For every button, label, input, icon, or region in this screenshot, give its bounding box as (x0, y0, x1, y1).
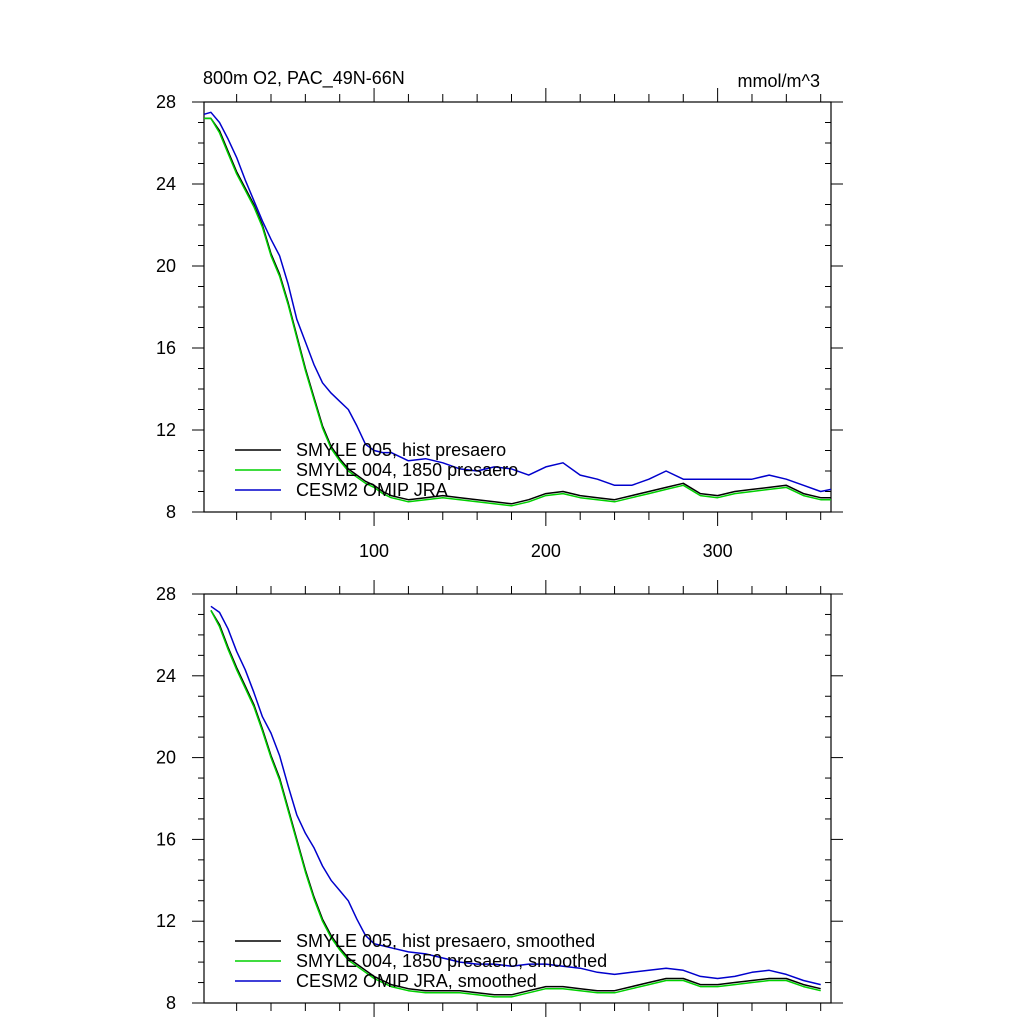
y-tick-label: 24 (156, 666, 176, 686)
units-label: mmol/m^3 (738, 71, 820, 91)
y-tick-label: 16 (156, 829, 176, 849)
series-line-0 (204, 117, 831, 505)
y-tick-label: 24 (156, 174, 176, 194)
legend-label: SMYLE 004, 1850 presaero, smoothed (296, 951, 607, 971)
y-tick-label: 28 (156, 584, 176, 604)
legend-label: CESM2 OMIP JRA, smoothed (296, 971, 537, 991)
legend-label: SMYLE 005, hist presaero (296, 440, 506, 460)
bottom-panel: 8 12 16 20 24 28 SMYLE 005, hist presaero, smo… (156, 580, 843, 1017)
legend-label: SMYLE 004, 1850 presaero (296, 460, 518, 480)
series-line-1 (210, 610, 821, 998)
y-tick-label: 16 (156, 338, 176, 358)
legend-label: SMYLE 005, hist presaero, smoothed (296, 931, 595, 951)
y-tick-label: 20 (156, 256, 176, 276)
y-tick-label: 20 (156, 748, 176, 768)
chart-title: 800m O2, PAC_49N-66N (203, 68, 405, 89)
y-tick-label: 8 (166, 993, 176, 1013)
y-tick-label: 28 (156, 92, 176, 112)
legend-label: CESM2 OMIP JRA (296, 480, 448, 500)
x-tick-label: 300 (703, 541, 733, 561)
y-tick-label: 12 (156, 420, 176, 440)
y-tick-label: 12 (156, 911, 176, 931)
y-tick-label: 8 (166, 502, 176, 522)
x-tick-label: 100 (359, 541, 389, 561)
x-tick-label: 200 (531, 541, 561, 561)
top-panel: 8 12 16 20 24 28 100 200 300 SMYLE 005, hist pres… (156, 88, 843, 561)
series-line-2 (203, 111, 832, 493)
series-line-1 (204, 117, 831, 507)
series-line-2 (210, 605, 821, 986)
